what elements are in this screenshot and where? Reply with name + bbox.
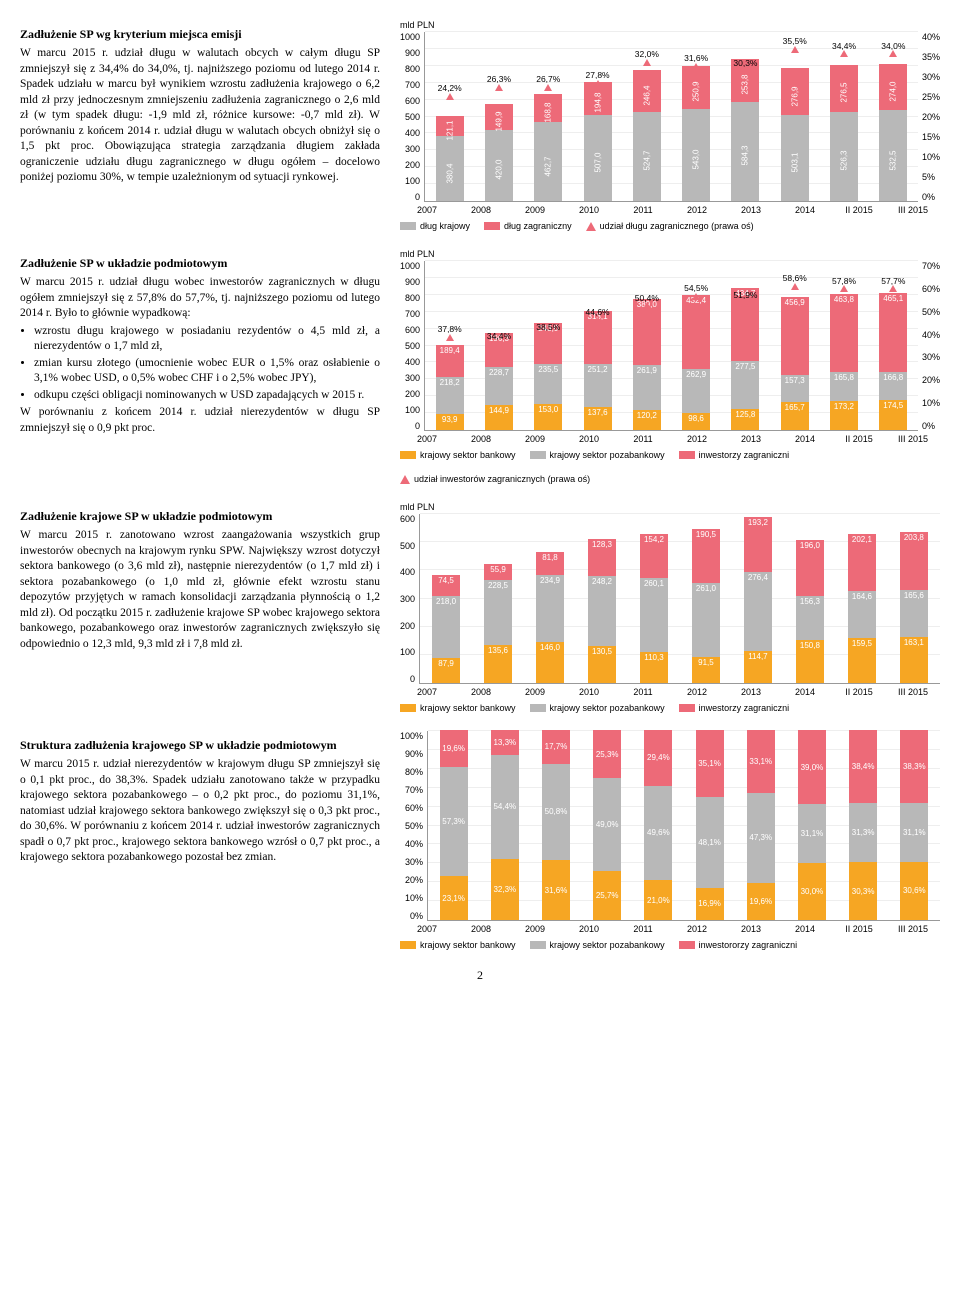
section-4: Struktura zadłużenia krajowego SP w ukła…: [20, 731, 940, 950]
chart2-legend: krajowy sektor bankowy krajowy sektor po…: [400, 450, 940, 484]
section1-body: W marcu 2015 r. udział długu w walutach …: [20, 46, 380, 186]
section2-title: Zadłużenie SP w układzie podmiotowym: [20, 255, 380, 271]
page-number: 2: [20, 968, 940, 983]
section2-intro: W marcu 2015 r. udział długu wobec inwes…: [20, 275, 380, 322]
chart1-plot: 380,4121,1420,0149,9462,7168,8507,0194,8…: [424, 32, 918, 202]
section4-title: Struktura zadłużenia krajowego SP w ukła…: [20, 737, 380, 753]
chart1: mld PLN 10009008007006005004003002001000…: [400, 20, 940, 231]
chart1-legend: dług krajowy dług zagraniczny udział dłu…: [400, 221, 940, 231]
section3-title: Zadłużenie krajowe SP w układzie podmiot…: [20, 508, 380, 524]
section-2: Zadłużenie SP w układzie podmiotowym W m…: [20, 249, 940, 484]
chart3-legend: krajowy sektor bankowy krajowy sektor po…: [400, 703, 940, 713]
chart1-x-labels: 20072008200920102011201220132014II 2015I…: [400, 205, 940, 215]
chart2-x-labels: 20072008200920102011201220132014II 2015I…: [400, 434, 940, 444]
section3-body: W marcu 2015 r. zanotowano wzrost zaanga…: [20, 528, 380, 652]
chart4-plot: 23,1%57,3%19,6%32,3%54,4%13,3%31,6%50,8%…: [427, 731, 940, 921]
section1-title: Zadłużenie SP wg kryterium miejsca emisj…: [20, 26, 380, 42]
chart3-plot: 87,9218,074,5135,6228,555,9146,0234,981,…: [419, 514, 940, 684]
chart2-y-right: 70%60%50%40%30%20%10%0%: [918, 261, 940, 431]
chart4-x-labels: 20072008200920102011201220132014II 2015I…: [400, 924, 940, 934]
section-1: Zadłużenie SP wg kryterium miejsca emisj…: [20, 20, 940, 231]
chart1-y-right: 40%35%30%25%20%15%10%5%0%: [918, 32, 940, 202]
section-3: Zadłużenie krajowe SP w układzie podmiot…: [20, 502, 940, 713]
chart2-plot: 93,9218,2189,4144,9228,7196,3153,0235,52…: [424, 261, 918, 431]
section4-body: W marcu 2015 r. udział nierezydentów w k…: [20, 757, 380, 866]
section2-bullets: wzrostu długu krajowego w posiadaniu rez…: [20, 324, 380, 404]
chart3: mld PLN 6005004003002001000 87,9218,074,…: [400, 502, 940, 713]
chart3-x-labels: 20072008200920102011201220132014II 2015I…: [400, 687, 940, 697]
chart4-y-left: 100%90%80%70%60%50%40%30%20%10%0%: [400, 731, 427, 921]
chart3-y-left: 6005004003002001000: [400, 514, 419, 684]
chart2-y-left: 10009008007006005004003002001000: [400, 261, 424, 431]
chart1-y-left: 10009008007006005004003002001000: [400, 32, 424, 202]
chart2: mld PLN 10009008007006005004003002001000…: [400, 249, 940, 484]
section2-end: W porównaniu z końcem 2014 r. udział nie…: [20, 405, 380, 436]
chart4: 100%90%80%70%60%50%40%30%20%10%0% 23,1%5…: [400, 731, 940, 950]
chart4-legend: krajowy sektor bankowy krajowy sektor po…: [400, 940, 940, 950]
